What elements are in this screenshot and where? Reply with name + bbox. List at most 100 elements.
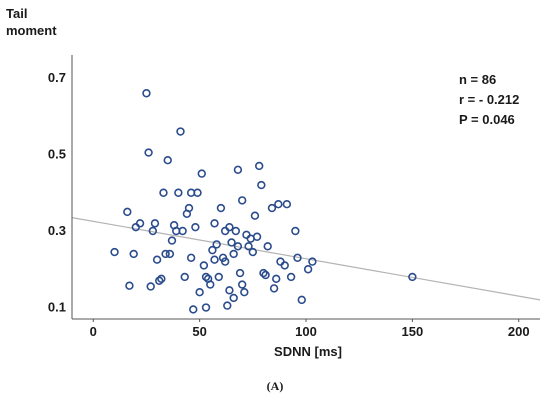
data-point — [191, 222, 200, 232]
data-point — [150, 219, 160, 228]
data-point — [276, 257, 285, 266]
data-point — [297, 295, 306, 305]
data-point — [216, 203, 226, 213]
data-point — [257, 180, 266, 190]
data-point — [282, 200, 292, 209]
data-point — [155, 276, 164, 285]
data-point — [176, 127, 185, 136]
data-point — [210, 255, 219, 264]
panel-label: (A) — [267, 379, 284, 393]
data-point — [199, 261, 209, 270]
data-point — [208, 245, 217, 255]
data-point — [214, 272, 223, 282]
stat-p: P = 0.046 — [459, 112, 515, 127]
data-point — [237, 196, 247, 205]
data-point — [272, 274, 281, 284]
data-point — [235, 268, 245, 278]
x-ticks: 0 50 100 150 200 — [90, 319, 530, 339]
data-point — [225, 286, 234, 295]
data-point — [225, 222, 234, 232]
data-point — [142, 89, 151, 98]
data-point — [201, 272, 211, 282]
data-point — [220, 226, 230, 236]
data-point — [233, 165, 243, 174]
data-point — [129, 249, 138, 259]
data-point — [180, 272, 189, 282]
data-points — [110, 89, 417, 314]
data-point — [303, 265, 313, 274]
x-tick-label: 0 — [90, 324, 97, 339]
data-point — [135, 219, 145, 228]
data-point — [161, 249, 170, 259]
data-point — [255, 161, 264, 171]
data-point — [408, 272, 417, 282]
data-point — [220, 257, 230, 266]
data-point — [195, 288, 204, 297]
data-point — [186, 253, 196, 262]
data-point — [197, 169, 206, 178]
y-tick-label: 0.7 — [48, 70, 66, 85]
data-point — [123, 207, 132, 217]
data-point — [280, 261, 289, 270]
y-ticks: 0.1 0.3 0.5 0.7 — [48, 70, 66, 315]
x-tick-label: 50 — [192, 324, 206, 339]
data-point — [308, 257, 317, 266]
data-point — [146, 282, 155, 291]
data-point — [165, 249, 175, 259]
stat-n: n = 86 — [459, 72, 496, 87]
data-point — [167, 236, 177, 245]
data-point — [269, 284, 279, 293]
data-point — [293, 253, 302, 262]
x-tick-label: 100 — [295, 324, 317, 339]
data-point — [250, 211, 260, 220]
data-point — [267, 203, 277, 213]
data-point — [244, 242, 253, 251]
data-point — [237, 280, 247, 289]
data-point — [193, 188, 202, 197]
data-point — [261, 270, 270, 280]
y-tick-label: 0.1 — [48, 300, 66, 315]
data-point — [210, 219, 219, 228]
data-point — [148, 226, 158, 236]
data-point — [252, 232, 262, 241]
data-point — [274, 200, 283, 209]
data-point — [286, 272, 296, 282]
data-point — [144, 148, 153, 157]
data-point — [229, 293, 238, 303]
data-point — [242, 230, 251, 240]
data-point — [184, 203, 194, 213]
data-point — [212, 240, 221, 249]
data-point — [227, 238, 236, 247]
x-axis-title: SDNN [ms] — [274, 344, 342, 359]
y-tick-label: 0.3 — [48, 223, 66, 238]
x-tick-label: 150 — [402, 324, 424, 339]
data-point — [223, 301, 232, 310]
data-point — [229, 249, 238, 259]
data-point — [291, 226, 300, 236]
data-point — [163, 156, 172, 165]
data-point — [178, 226, 187, 236]
y-axis-title-line-1: Tail — [6, 6, 27, 21]
y-tick-label: 0.5 — [48, 146, 66, 161]
data-point — [157, 274, 166, 284]
data-point — [248, 247, 258, 257]
data-point — [125, 281, 134, 290]
data-point — [233, 242, 243, 251]
data-point — [259, 268, 268, 278]
data-point — [231, 226, 241, 236]
data-point — [131, 222, 141, 232]
trendline — [71, 217, 541, 301]
y-axis-title-line-2: moment — [6, 23, 57, 38]
data-point — [110, 247, 119, 257]
data-point — [152, 255, 162, 264]
data-point — [159, 188, 168, 197]
data-point — [189, 305, 198, 314]
data-point — [263, 242, 272, 251]
data-point — [206, 280, 215, 289]
stat-r: r = - 0.212 — [459, 92, 519, 107]
data-point — [201, 303, 211, 312]
data-point — [240, 288, 249, 297]
data-point — [174, 188, 183, 197]
x-tick-label: 200 — [508, 324, 530, 339]
